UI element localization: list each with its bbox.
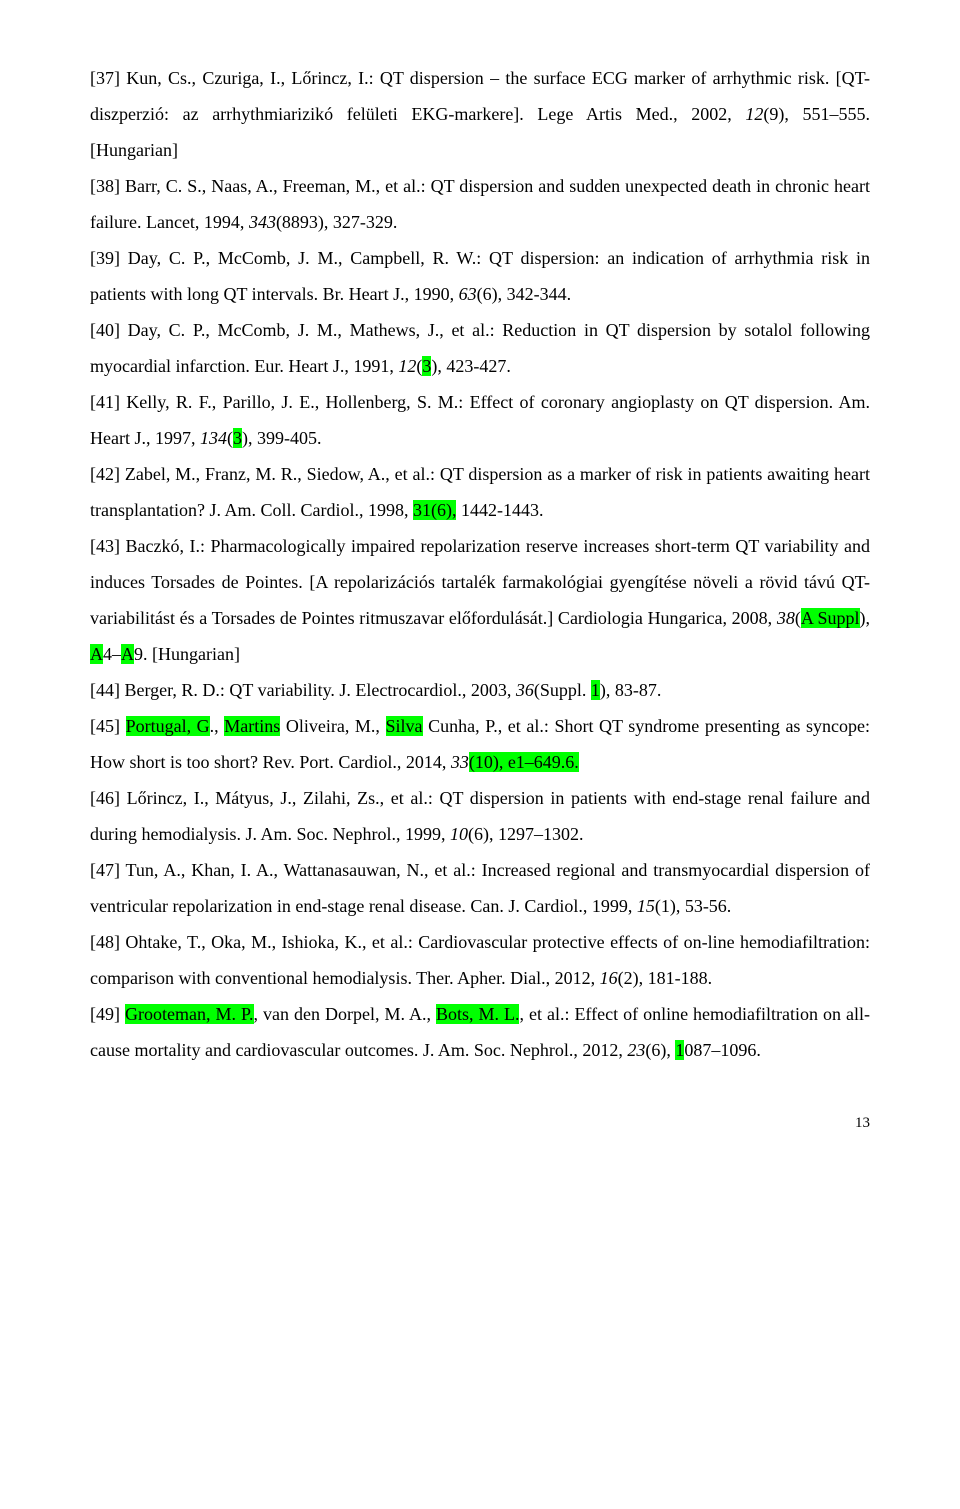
highlight: A <box>121 644 134 664</box>
ref-volume: 343 <box>249 212 276 232</box>
reference-43: [43] Baczkó, I.: Pharmacologically impai… <box>90 528 870 672</box>
ref-volume: 12 <box>745 104 763 124</box>
ref-text: Oliveira, M., <box>280 716 385 736</box>
highlight: Grooteman, M. P. <box>125 1004 254 1024</box>
reference-40: [40] Day, C. P., McComb, J. M., Mathews,… <box>90 312 870 384</box>
reference-41: [41] Kelly, R. F., Parillo, J. E., Holle… <box>90 384 870 456</box>
ref-text: (6), <box>645 1040 675 1060</box>
ref-text: Rev. Port. Cardiol., 2014, <box>263 752 451 772</box>
reference-46: [46] Lőrincz, I., Mátyus, J., Zilahi, Zs… <box>90 780 870 852</box>
ref-volume: 16 <box>600 968 618 988</box>
ref-volume: 12 <box>398 356 416 376</box>
ref-volume: 33 <box>451 752 469 772</box>
highlight: Silva <box>386 716 423 736</box>
reference-42: [42] Zabel, M., Franz, M. R., Siedow, A.… <box>90 456 870 528</box>
ref-text: [43] Baczkó, I.: Pharmacologically impai… <box>90 536 870 628</box>
ref-text: [48] Ohtake, T., Oka, M., Ishioka, K., e… <box>90 932 870 988</box>
ref-text: [44] Berger, R. D.: QT variability. J. E… <box>90 680 516 700</box>
reference-38: [38] Barr, C. S., Naas, A., Freeman, M.,… <box>90 168 870 240</box>
reference-44: [44] Berger, R. D.: QT variability. J. E… <box>90 672 870 708</box>
ref-text: (8893), 327-329. <box>276 212 397 232</box>
ref-volume: 38 <box>777 608 795 628</box>
ref-text: [38] Barr, C. S., Naas, A., Freeman, M.,… <box>90 176 870 232</box>
reference-39: [39] Day, C. P., McComb, J. M., Campbell… <box>90 240 870 312</box>
ref-text: ), 399-405. <box>242 428 322 448</box>
reference-37: [37] Kun, Cs., Czuriga, I., Lőrincz, I.:… <box>90 60 870 168</box>
ref-volume: 10 <box>450 824 468 844</box>
highlight: 31(6), <box>413 500 457 520</box>
ref-text: 9. [Hungarian] <box>134 644 240 664</box>
highlight: A <box>90 644 103 664</box>
highlight: A Suppl <box>801 608 860 628</box>
ref-text: ), 83-87. <box>600 680 662 700</box>
highlight: Bots, M. L. <box>436 1004 520 1024</box>
reference-47: [47] Tun, A., Khan, I. A., Wattanasauwan… <box>90 852 870 924</box>
reference-48: [48] Ohtake, T., Oka, M., Ishioka, K., e… <box>90 924 870 996</box>
ref-text: , van den Dorpel, M. A., <box>254 1004 436 1024</box>
ref-text: (2), 181-188. <box>618 968 712 988</box>
ref-text: (6), 1297–1302. <box>468 824 584 844</box>
ref-text: 4– <box>103 644 121 664</box>
ref-text: 087–1096. <box>684 1040 761 1060</box>
highlight: 1 <box>591 680 600 700</box>
ref-text: [49] <box>90 1004 125 1024</box>
reference-49: [49] Grooteman, M. P., van den Dorpel, M… <box>90 996 870 1068</box>
page-number: 13 <box>90 1108 870 1138</box>
ref-text: [45] <box>90 716 126 736</box>
ref-text: ), 423-427. <box>431 356 511 376</box>
highlight: 3 <box>233 428 242 448</box>
ref-text: (Suppl. <box>534 680 591 700</box>
ref-volume: 23 <box>627 1040 645 1060</box>
ref-text: 1442-1443. <box>456 500 543 520</box>
ref-text: ( <box>795 608 801 628</box>
ref-volume: 134 <box>200 428 227 448</box>
ref-text: (1), 53-56. <box>655 896 731 916</box>
ref-text: [47] Tun, A., Khan, I. A., Wattanasauwan… <box>90 860 870 916</box>
ref-volume: 15 <box>637 896 655 916</box>
reference-45: [45] Portugal, G., Martins Oliveira, M.,… <box>90 708 870 780</box>
highlight: Portugal, G <box>126 716 210 736</box>
ref-volume: 36 <box>516 680 534 700</box>
ref-text: (6), 342-344. <box>477 284 571 304</box>
ref-text: ., <box>210 716 225 736</box>
ref-text: ), <box>860 608 871 628</box>
highlight: (10), e1–649.6. <box>469 752 579 772</box>
highlight: Martins <box>224 716 280 736</box>
ref-volume: 63 <box>459 284 477 304</box>
